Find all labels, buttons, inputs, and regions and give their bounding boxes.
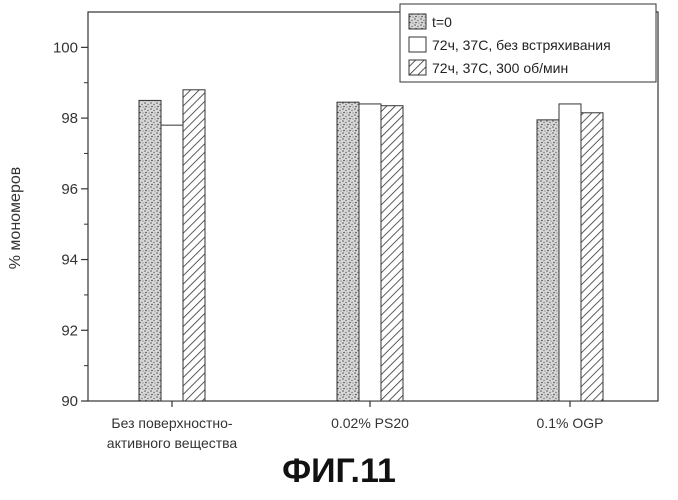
legend: t=0 72ч, 37С, без встряхивания 72ч, 37С, 3…	[400, 4, 656, 82]
bar	[161, 125, 183, 401]
x-tick-label: Без поверхностно-	[111, 415, 232, 431]
bar	[139, 100, 161, 401]
y-tick-label: 94	[61, 252, 78, 269]
x-tick-label: 0.02% PS20	[331, 415, 409, 431]
bar-chart: 90 92 94 96 98 100 Без поверхностно-активного…	[0, 0, 678, 450]
legend-label: 72ч, 37С, 300 об/мин	[432, 60, 568, 76]
y-tick-label: 98	[61, 110, 78, 127]
bar	[183, 90, 205, 401]
y-axis-label: % мономеров	[7, 167, 24, 270]
bar	[337, 102, 359, 401]
legend-label: t=0	[432, 14, 452, 30]
y-tick-label: 90	[61, 393, 78, 410]
y-axis: 90 92 94 96 98 100	[53, 39, 88, 410]
x-tick-label: 0.1% OGP	[537, 415, 604, 431]
x-axis: Без поверхностно-активного вещества 0.02%…	[107, 401, 604, 450]
bar	[537, 120, 559, 401]
y-tick-label: 100	[53, 39, 78, 56]
y-tick-label: 96	[61, 181, 78, 198]
bar	[581, 113, 603, 401]
legend-swatch	[409, 37, 426, 52]
legend-label: 72ч, 37С, без встряхивания	[432, 37, 611, 53]
legend-swatch	[409, 14, 426, 29]
bar	[381, 106, 403, 401]
legend-swatch	[409, 60, 426, 75]
y-tick-label: 92	[61, 322, 78, 339]
bar	[559, 104, 581, 401]
x-tick-label: активного вещества	[107, 435, 238, 450]
bar	[359, 104, 381, 401]
bars	[139, 90, 603, 401]
figure-caption: ФИГ.11	[0, 452, 678, 491]
